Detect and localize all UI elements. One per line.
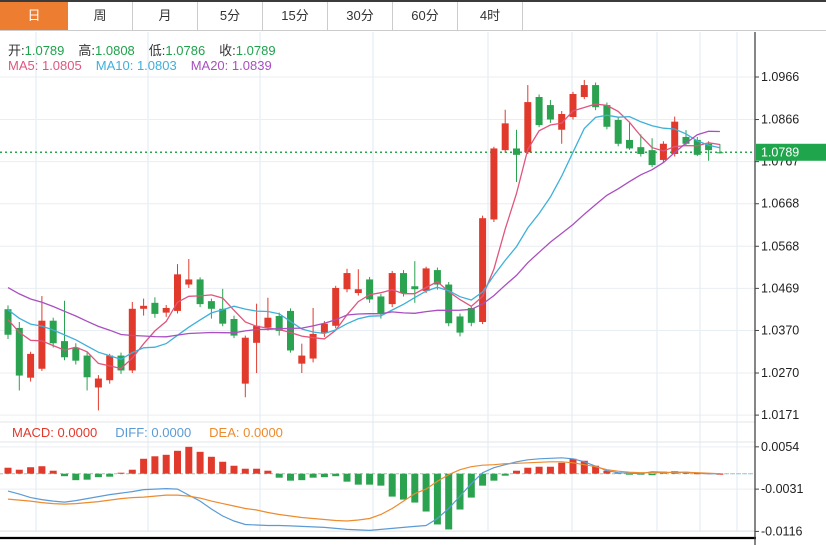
macd-gridlines bbox=[0, 446, 755, 532]
dea-line bbox=[7, 461, 720, 522]
tab-5min[interactable]: 5分 bbox=[198, 2, 263, 30]
svg-text:1.0966: 1.0966 bbox=[761, 70, 799, 84]
svg-text:1.0270: 1.0270 bbox=[761, 366, 799, 380]
svg-text:1.0568: 1.0568 bbox=[761, 239, 799, 253]
svg-text:-0.0116: -0.0116 bbox=[761, 524, 803, 538]
ma20-line bbox=[7, 130, 720, 338]
tab-day[interactable]: 日 bbox=[0, 2, 68, 30]
macd-axis-labels: 0.0054 -0.0031 -0.0116 bbox=[755, 440, 803, 538]
svg-text:0.0054: 0.0054 bbox=[761, 440, 799, 454]
candles-layer bbox=[4, 79, 724, 411]
tab-15min[interactable]: 15分 bbox=[263, 2, 328, 30]
svg-text:-0.0031: -0.0031 bbox=[761, 482, 803, 496]
tab-month[interactable]: 月 bbox=[133, 2, 198, 30]
svg-text:1.0171: 1.0171 bbox=[761, 408, 799, 422]
vertical-gridlines bbox=[35, 32, 738, 531]
svg-text:1.0469: 1.0469 bbox=[761, 281, 799, 295]
ma5-line bbox=[7, 103, 720, 370]
current-price-badge: 1.0789 bbox=[756, 143, 826, 161]
svg-text:1.0668: 1.0668 bbox=[761, 197, 799, 211]
price-axis-labels: 1.09661.08661.07671.06681.05681.04691.03… bbox=[755, 70, 799, 422]
svg-text:1.0370: 1.0370 bbox=[761, 323, 799, 337]
period-tabbar: 日周月 5分 15分 30分 60分 4时 bbox=[0, 2, 826, 31]
tab-4hour[interactable]: 4时 bbox=[458, 2, 523, 30]
tab-week[interactable]: 周 bbox=[68, 2, 133, 30]
ma10-line bbox=[7, 114, 721, 361]
tabbar-filler bbox=[523, 2, 826, 30]
price-gridlines bbox=[0, 76, 755, 416]
panel-dividers bbox=[0, 421, 755, 532]
svg-text:1.0866: 1.0866 bbox=[761, 113, 799, 127]
macd-histogram bbox=[4, 446, 724, 530]
svg-text:1.0789: 1.0789 bbox=[761, 145, 799, 159]
tab-60min[interactable]: 60分 bbox=[393, 2, 458, 30]
tab-30min[interactable]: 30分 bbox=[328, 2, 393, 30]
